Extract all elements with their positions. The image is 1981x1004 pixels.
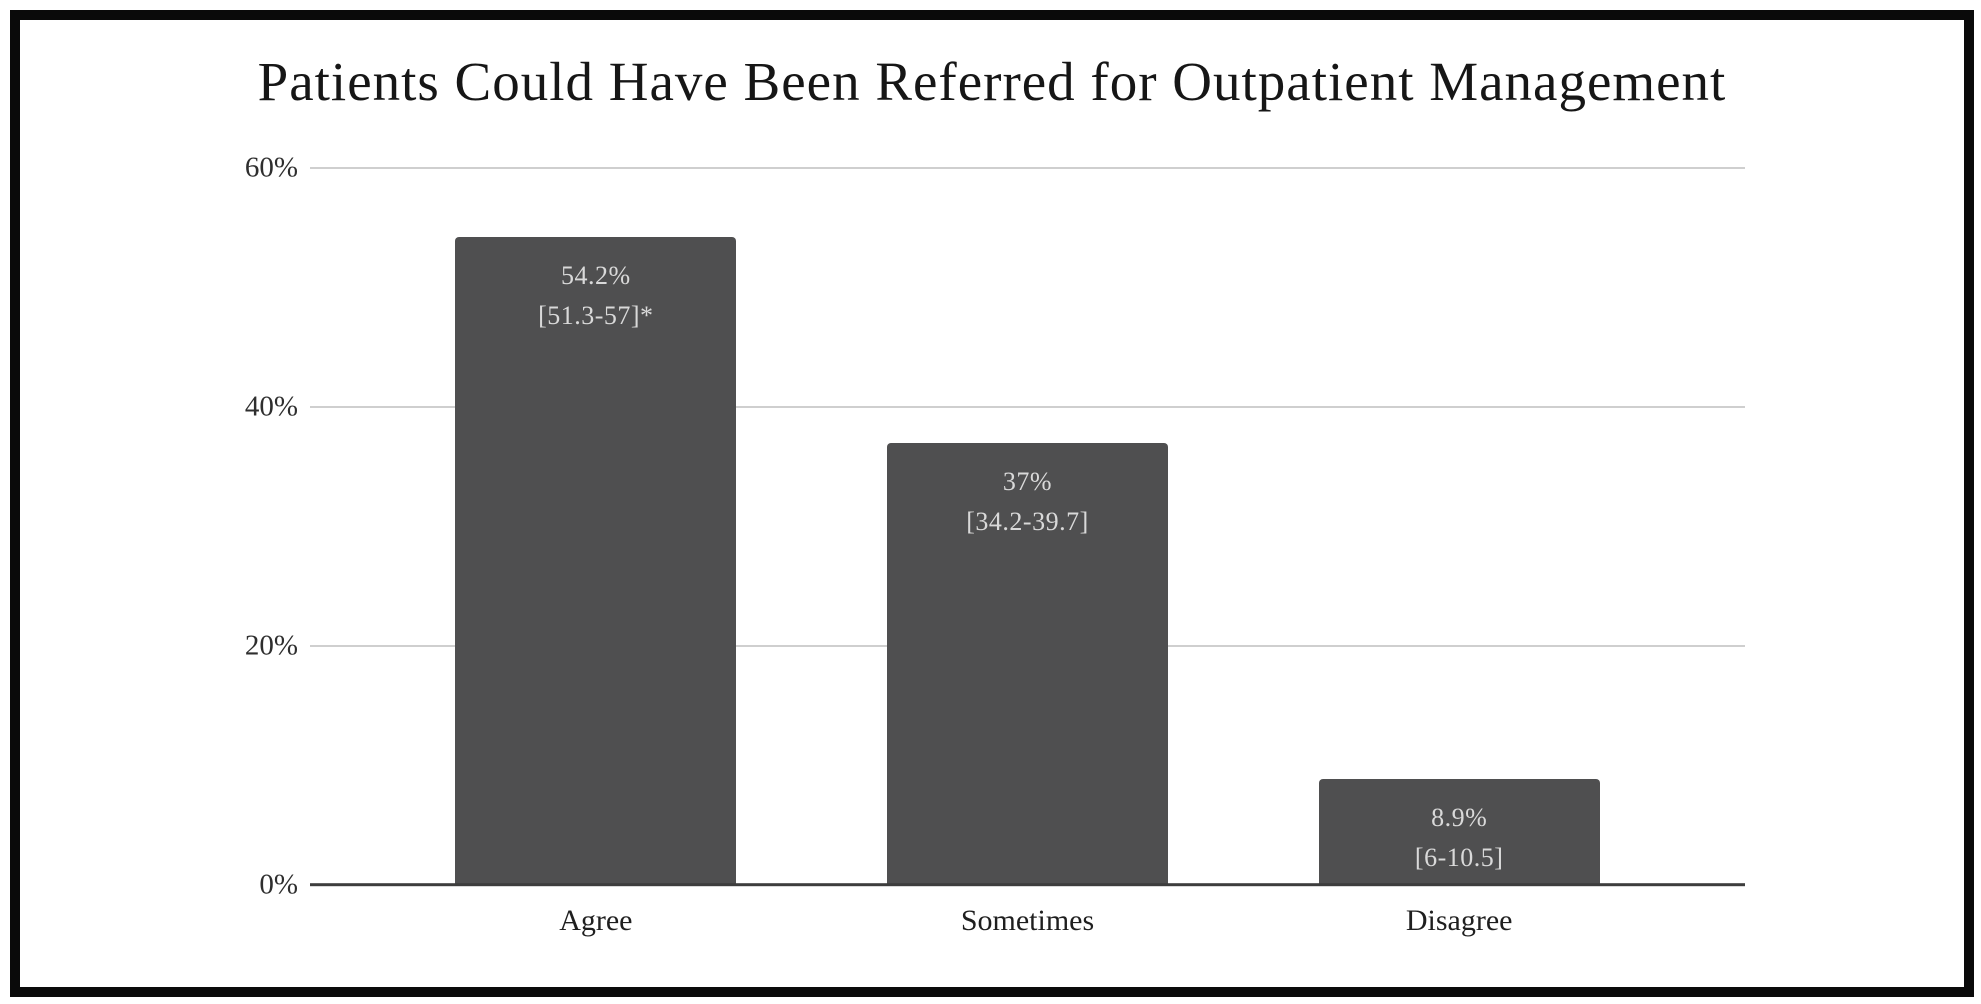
bar-label-disagree: 8.9% [6-10.5] <box>1319 798 1600 878</box>
bar-agree: 54.2% [51.3-57]* <box>455 237 737 885</box>
chart-title: Patients Could Have Been Referred for Ou… <box>257 51 1727 112</box>
y-tick-label-60%: 60% <box>244 151 298 184</box>
bar-value-sometimes: 37% <box>1002 466 1053 496</box>
x-axis-labels: Agree Sometimes Disagree <box>380 902 1675 940</box>
bar-sometimes: 37% [34.2-39.7] <box>887 442 1168 885</box>
x-tick-label-disagree: Disagree <box>1405 904 1513 937</box>
bar-slot-sometimes: 37% [34.2-39.7] <box>812 168 1244 885</box>
bar-slot-agree: 54.2% [51.3-57]* <box>380 168 812 885</box>
bar-interval-sometimes: [34.2-39.7] <box>966 506 1089 536</box>
plot-area: 54.2% [51.3-57]* 37% [34.2-39.7] 8.9% [6-10.5… <box>310 167 1745 887</box>
bar-label-sometimes: 37% [34.2-39.7] <box>887 462 1168 542</box>
bar-interval-agree: [51.3-57]* <box>538 301 654 331</box>
bar-label-agree: 54.2% [51.3-57]* <box>455 256 736 336</box>
bar-value-agree: 54.2% <box>560 261 631 291</box>
x-tick-label-agree: Agree <box>559 904 633 937</box>
bar-disagree: 8.9% [6-10.5] <box>1318 778 1600 885</box>
gridline-60% <box>310 167 1745 169</box>
y-axis: 0% 20% 40% 60% <box>20 153 298 899</box>
figure-frame: Patients Could Have Been Referred for Ou… <box>10 10 1974 997</box>
bar-slot-disagree: 8.9% [6-10.5] <box>1243 168 1675 885</box>
bar-value-disagree: 8.9% <box>1431 802 1488 832</box>
x-axis-line <box>310 883 1745 887</box>
x-tick-label-sometimes: Sometimes <box>960 904 1095 937</box>
y-tick-label-40%: 40% <box>244 390 298 423</box>
bar-track: 54.2% [51.3-57]* 37% [34.2-39.7] 8.9% [6-10.5… <box>380 168 1675 885</box>
y-tick-label-20%: 20% <box>244 629 298 662</box>
gridline-40% <box>310 406 1745 408</box>
y-tick-label-0%: 0% <box>259 868 298 901</box>
bar-interval-disagree: [6-10.5] <box>1414 842 1504 872</box>
